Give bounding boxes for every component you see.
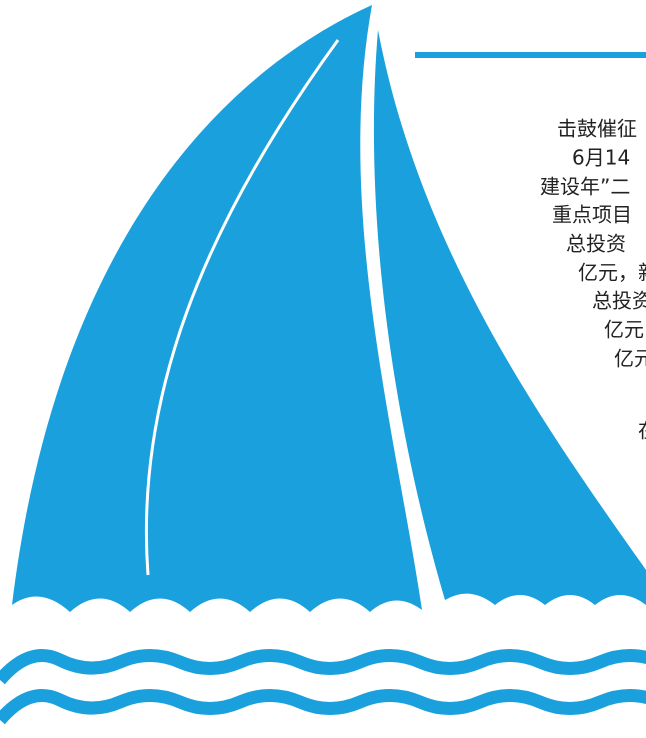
- text-line: 亿元: [614, 347, 646, 371]
- sail-seam: [144, 39, 340, 576]
- header-bar: [415, 52, 646, 58]
- right-sail: [373, 30, 646, 605]
- text-line: 总投资: [592, 289, 646, 313]
- wave: [0, 649, 646, 685]
- text-line: 击鼓催征: [557, 117, 637, 141]
- text-line: 6月14: [572, 146, 630, 170]
- text-block: 击鼓催征 6月14 建设年”二 重点项目 总投资 亿元，新 总投资 亿元 亿元 …: [540, 117, 646, 443]
- text-line: 在: [638, 419, 646, 443]
- wave: [0, 689, 646, 725]
- text-line: 重点项目: [552, 203, 632, 227]
- text-line: 总投资: [566, 232, 626, 256]
- text-line: 建设年”二: [540, 175, 630, 199]
- left-sail: [12, 5, 422, 612]
- text-line: 亿元，新: [578, 261, 646, 285]
- text-line: 亿元: [604, 318, 644, 342]
